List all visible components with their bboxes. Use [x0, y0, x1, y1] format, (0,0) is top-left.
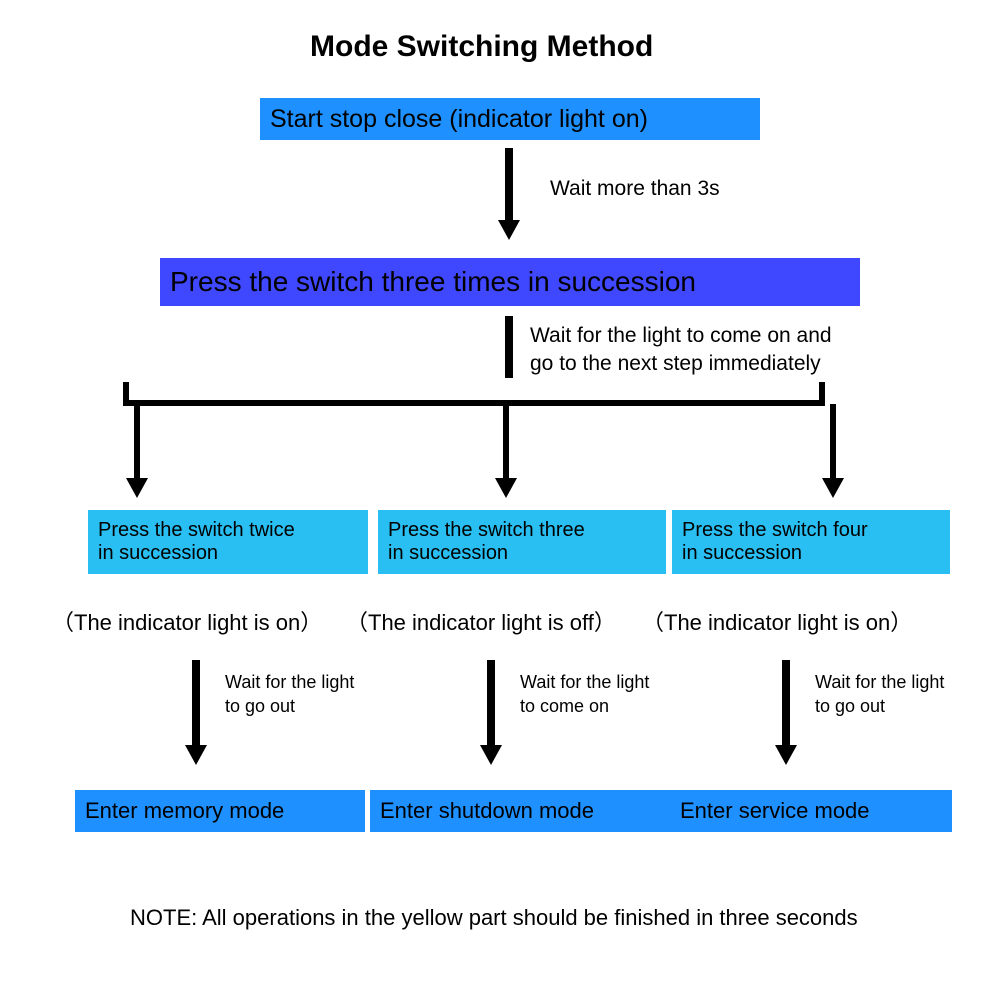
indicator-on-2: （The indicator light is on）: [642, 605, 912, 637]
edge-label: Wait for the light to go out: [225, 670, 354, 719]
node-press3: Press the switch three times in successi…: [160, 258, 860, 306]
arrow-down-icon: [498, 148, 520, 240]
split-tick: [819, 382, 825, 400]
indicator-off: （The indicator light is off）: [346, 605, 616, 637]
node-start: Start stop close (indicator light on): [260, 98, 760, 140]
indicator-on-1: （The indicator light is on）: [52, 605, 322, 637]
arrow-down-icon: [126, 404, 148, 498]
branch-four-label: Press the switch four in succession: [682, 519, 868, 565]
branch-four: Press the switch four in succession: [672, 510, 950, 574]
edge-label: Wait for the light to go out: [815, 670, 944, 719]
result-shutdown-label: Enter shutdown mode: [380, 798, 594, 824]
split-tick: [123, 382, 129, 400]
result-memory-label: Enter memory mode: [85, 798, 284, 824]
edge-label: Wait for the light to come on and go to …: [530, 322, 832, 379]
node-press3-label: Press the switch three times in successi…: [170, 266, 696, 298]
arrow-down-icon: [775, 660, 797, 765]
node-start-label: Start stop close (indicator light on): [270, 105, 648, 134]
result-shutdown: Enter shutdown mode: [370, 790, 670, 832]
branch-twice-label: Press the switch twice in succession: [98, 519, 295, 565]
branch-three: Press the switch three in succession: [378, 510, 666, 574]
diagram-title: Mode Switching Method: [310, 30, 653, 64]
branch-three-label: Press the switch three in succession: [388, 519, 585, 565]
arrow-down-icon: [185, 660, 207, 765]
result-service-label: Enter service mode: [680, 798, 870, 824]
arrow-down-icon: [498, 316, 520, 378]
arrow-down-icon: [822, 404, 844, 498]
branch-twice: Press the switch twice in succession: [88, 510, 368, 574]
footnote: NOTE: All operations in the yellow part …: [130, 905, 858, 931]
arrow-down-icon: [480, 660, 502, 765]
result-memory: Enter memory mode: [75, 790, 365, 832]
edge-label: Wait more than 3s: [550, 175, 720, 203]
edge-label: Wait for the light to come on: [520, 670, 649, 719]
result-service: Enter service mode: [670, 790, 952, 832]
arrow-down-icon: [495, 404, 517, 498]
split-bar: [123, 400, 825, 406]
